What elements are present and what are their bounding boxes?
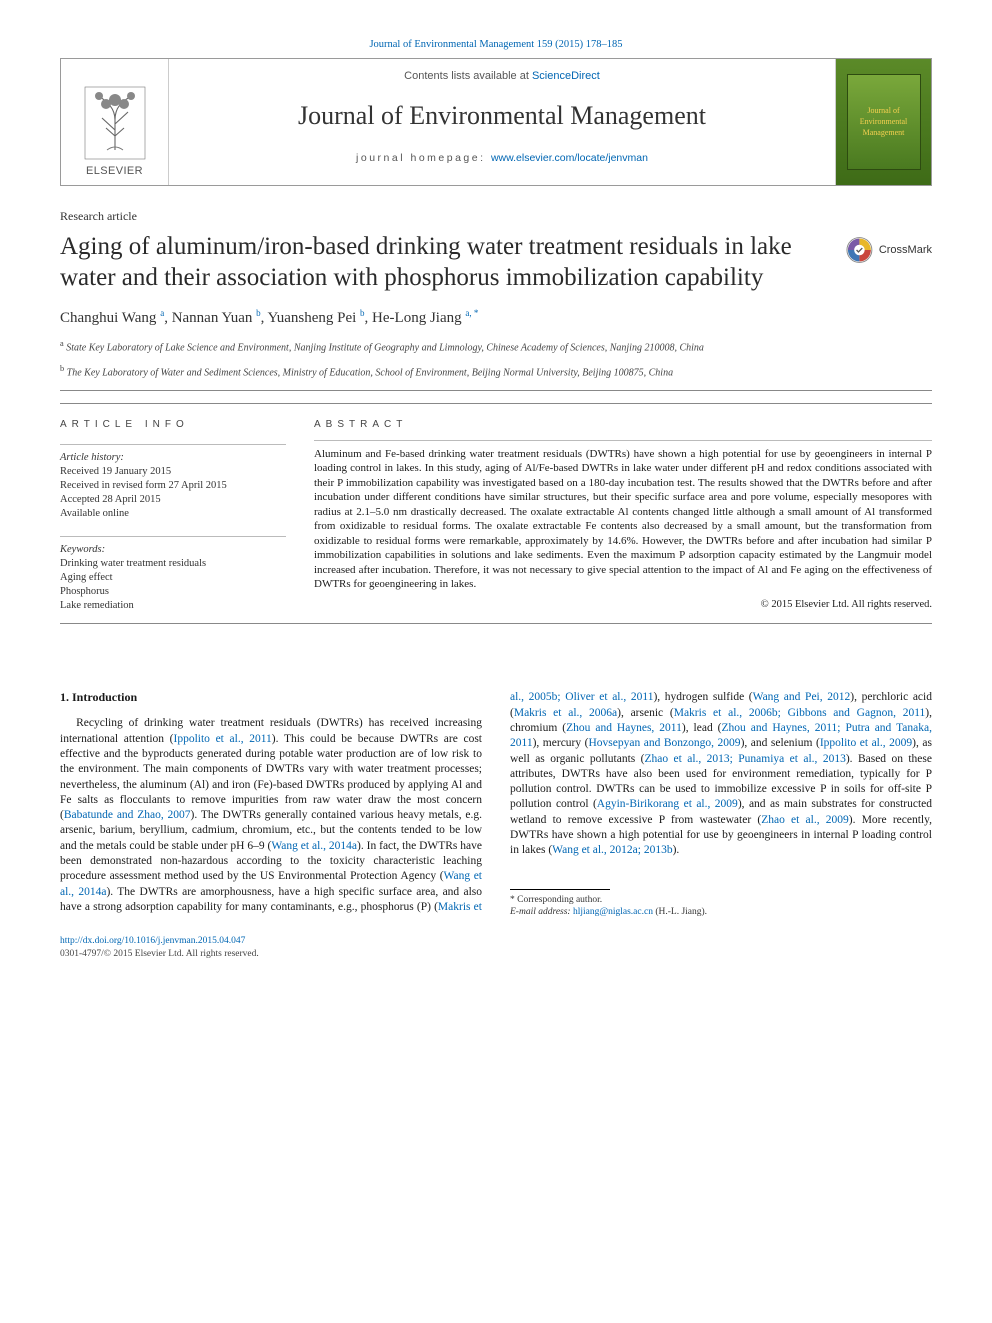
page-footer: http://dx.doi.org/10.1016/j.jenvman.2015…	[60, 935, 932, 961]
citation-link[interactable]: Zhao et al., 2013; Punamiya et al., 2013	[644, 753, 845, 765]
intro-heading: 1. Introduction	[60, 690, 482, 706]
citation-link[interactable]: Babatunde and Zhao, 2007	[64, 809, 191, 821]
journal-name: Journal of Environmental Management	[177, 98, 827, 133]
abstract-column: ABSTRACT Aluminum and Fe-based drinking …	[314, 418, 932, 613]
citation-link[interactable]: Makris et al., 2006b; Gibbons and Gagnon…	[674, 707, 926, 719]
citation-link[interactable]: Zhou and Haynes, 2011	[566, 722, 682, 734]
elsevier-tree-icon	[84, 86, 146, 160]
crossmark-badge[interactable]: CrossMark	[846, 236, 932, 264]
citation-link[interactable]: Wang et al., 2012a; 2013b	[552, 844, 672, 856]
contents-prefix: Contents lists available at	[404, 70, 532, 82]
crossmark-label: CrossMark	[879, 243, 932, 258]
footnote-block: * Corresponding author. E-mail address: …	[510, 889, 932, 919]
article-title: Aging of aluminum/iron-based drinking wa…	[60, 232, 846, 293]
body-columns: 1. Introduction Recycling of drinking wa…	[60, 690, 932, 918]
homepage-link[interactable]: www.elsevier.com/locate/jenvman	[491, 152, 648, 164]
keywords-block: Keywords: Drinking water treatment resid…	[60, 536, 286, 614]
homepage-line: journal homepage: www.elsevier.com/locat…	[177, 151, 827, 165]
cover-line-1: Journal of	[867, 106, 899, 117]
citation-link[interactable]: Ippolito et al., 2011	[174, 733, 272, 745]
issn-line: 0301-4797/© 2015 Elsevier Ltd. All right…	[60, 948, 932, 961]
article-info-column: ARTICLE INFO Article history: Received 1…	[60, 418, 286, 613]
homepage-prefix: journal homepage:	[356, 152, 491, 164]
keyword: Lake remediation	[60, 599, 286, 613]
history-online: Available online	[60, 507, 286, 521]
email-label: E-mail address:	[510, 907, 573, 917]
elsevier-wordmark: ELSEVIER	[86, 164, 143, 179]
citation-link[interactable]: Hovsepyan and Bonzongo, 2009	[588, 737, 740, 749]
history-revised: Received in revised form 27 April 2015	[60, 479, 286, 493]
abstract-label: ABSTRACT	[314, 418, 932, 432]
sciencedirect-link[interactable]: ScienceDirect	[532, 70, 600, 82]
keyword: Phosphorus	[60, 585, 286, 599]
intro-paragraph: Recycling of drinking water treatment re…	[60, 690, 932, 918]
email-affil: (H.-L. Jiang).	[653, 907, 707, 917]
history-accepted: Accepted 28 April 2015	[60, 493, 286, 507]
cover-line-3: Management	[863, 128, 905, 139]
cover-line-2: Environmental	[860, 117, 908, 128]
citation-link[interactable]: Wang et al., 2014a	[271, 840, 357, 852]
email-link[interactable]: hljiang@niglas.ac.cn	[573, 907, 653, 917]
corresponding-note: * Corresponding author.	[510, 894, 932, 907]
article-type: Research article	[60, 208, 932, 224]
citation-link[interactable]: Ippolito et al., 2009	[820, 737, 912, 749]
citation-link[interactable]: Makris et al., 2006a	[514, 707, 617, 719]
contents-line: Contents lists available at ScienceDirec…	[177, 69, 827, 84]
keyword: Aging effect	[60, 571, 286, 585]
abstract-text: Aluminum and Fe-based drinking water tre…	[314, 440, 932, 592]
keyword: Drinking water treatment residuals	[60, 557, 286, 571]
journal-header: ELSEVIER Contents lists available at Sci…	[60, 58, 932, 186]
citation-link[interactable]: Zhao et al., 2009	[761, 814, 849, 826]
article-info-label: ARTICLE INFO	[60, 418, 286, 432]
header-center: Contents lists available at ScienceDirec…	[169, 59, 835, 185]
affiliation-b: b The Key Laboratory of Water and Sedime…	[60, 363, 932, 380]
copyright-line: © 2015 Elsevier Ltd. All rights reserved…	[314, 598, 932, 612]
affiliation-a: a State Key Laboratory of Lake Science a…	[60, 338, 932, 355]
authors-line: Changhui Wang a, Nannan Yuan b, Yuanshen…	[60, 307, 932, 328]
doi-link[interactable]: http://dx.doi.org/10.1016/j.jenvman.2015…	[60, 936, 245, 946]
elsevier-logo[interactable]: ELSEVIER	[61, 59, 169, 185]
article-history: Article history: Received 19 January 201…	[60, 444, 286, 522]
crossmark-icon	[846, 236, 873, 264]
keywords-head: Keywords:	[60, 543, 286, 557]
journal-cover[interactable]: Journal of Environmental Management	[835, 59, 931, 185]
citation-link[interactable]: Agyin-Birikorang et al., 2009	[597, 798, 738, 810]
history-head: Article history:	[60, 451, 286, 465]
citation-link[interactable]: Wang and Pei, 2012	[753, 691, 851, 703]
history-received: Received 19 January 2015	[60, 465, 286, 479]
top-citation[interactable]: Journal of Environmental Management 159 …	[60, 38, 932, 52]
